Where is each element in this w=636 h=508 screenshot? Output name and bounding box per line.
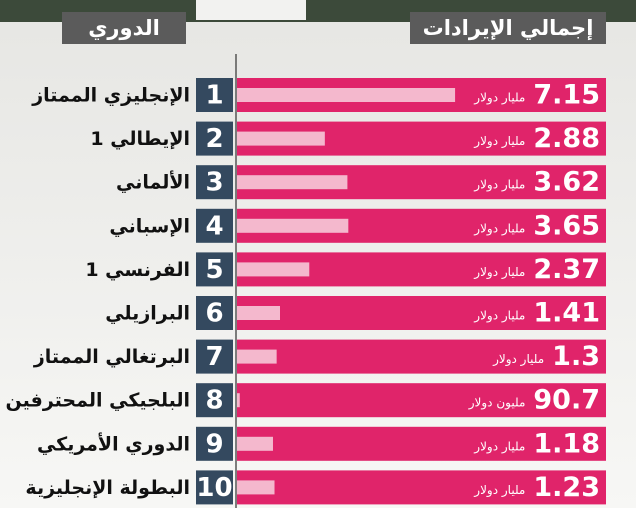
bar	[237, 349, 277, 364]
rank: 4	[205, 211, 223, 241]
rank-box	[196, 339, 233, 374]
bar	[237, 218, 349, 233]
category-label: الإسباني	[109, 215, 190, 237]
unit-label: مليار دولار	[473, 91, 525, 106]
category-label: الفرنسي 1	[85, 259, 190, 281]
rank: 10	[196, 473, 232, 503]
rank-box	[196, 296, 233, 330]
rank: 1	[205, 81, 223, 111]
category-label: الدوري الأمريكي	[37, 432, 190, 456]
unit-label: مليار دولار	[473, 309, 525, 324]
header-box	[62, 12, 186, 44]
bar	[237, 262, 310, 277]
rank-box	[196, 165, 233, 200]
value-label: 90.7	[533, 385, 600, 416]
rank-box	[196, 78, 233, 112]
category-label: البطولة الإنجليزية	[25, 477, 190, 499]
rank: 3	[205, 168, 223, 198]
bar	[237, 175, 348, 190]
row-bar	[237, 470, 606, 505]
category-header: الدوري	[88, 16, 160, 41]
row-bar	[237, 339, 606, 374]
unit-label: مليار دولار	[473, 178, 525, 193]
value-label: 1.23	[533, 472, 600, 503]
category-label: الإنجليزي الممتاز	[31, 85, 190, 108]
unit-label: مليار دولار	[473, 439, 525, 454]
photo-shoe	[196, 0, 306, 20]
category-label: البرتغالي الممتاز	[33, 346, 190, 368]
category-label: البلجيكي المحترفين	[6, 390, 190, 412]
rank-box	[196, 208, 233, 243]
bar	[237, 436, 273, 451]
row-bar	[237, 426, 606, 461]
bar	[237, 88, 456, 102]
value-label: 1.3	[552, 341, 600, 372]
rank: 7	[205, 342, 223, 372]
row-bar	[237, 383, 606, 418]
rank-box	[196, 121, 233, 156]
rank-box	[196, 470, 233, 505]
category-label: الألماني	[116, 171, 190, 194]
rank: 6	[205, 299, 223, 329]
rank-box	[196, 426, 233, 461]
rank: 2	[205, 124, 223, 154]
unit-label: مليار دولار	[473, 265, 525, 280]
value-label: 2.88	[533, 123, 600, 154]
rank-box	[196, 252, 233, 287]
header-box	[410, 12, 606, 44]
bar	[237, 131, 325, 146]
unit-label: مليار دولار	[492, 352, 544, 367]
rank: 5	[205, 255, 223, 285]
bar	[237, 306, 281, 320]
value-label: 3.65	[533, 210, 600, 241]
value-label: 3.62	[533, 167, 600, 198]
unit-label: مليار دولار	[473, 134, 525, 149]
rank: 8	[205, 386, 223, 416]
value-label: 1.41	[533, 298, 600, 329]
rank: 9	[205, 429, 223, 459]
bar	[237, 480, 275, 495]
value-label: 7.15	[533, 80, 600, 111]
unit-label: مليار دولار	[473, 483, 525, 498]
category-label: الإيطالي 1	[90, 128, 190, 150]
value-label: 2.37	[533, 254, 600, 285]
bar	[237, 393, 240, 408]
row-bar	[237, 296, 606, 330]
category-label: البرازيلي	[105, 303, 190, 325]
rank-box	[196, 383, 233, 418]
unit-label: مليار دولار	[473, 221, 525, 236]
unit-label: مليون دولار	[468, 396, 526, 411]
chart-title: إجمالي الإيرادات	[423, 16, 594, 40]
value-label: 1.18	[533, 428, 600, 459]
